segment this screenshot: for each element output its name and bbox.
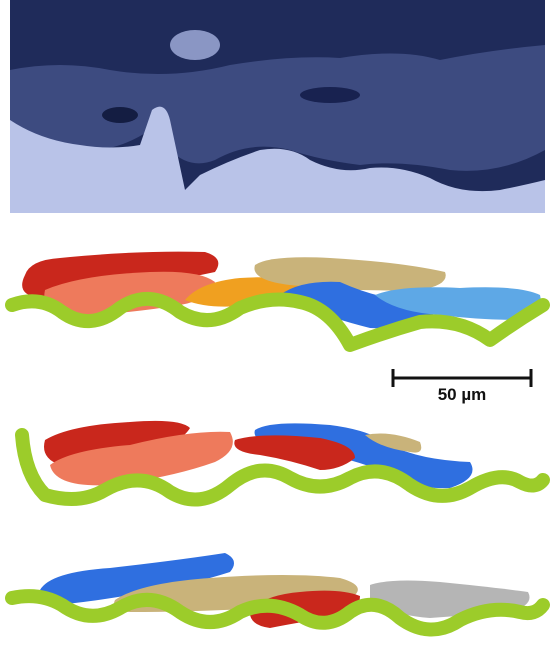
schematic-2	[22, 421, 543, 500]
void	[300, 87, 360, 103]
page: 50 µm (() => { const data = JSON.parse(d…	[0, 0, 554, 656]
micrograph	[10, 0, 545, 213]
scale-bar: 50 µm	[393, 369, 531, 404]
schematic-3	[12, 553, 543, 630]
scale-bar-label: 50 µm	[438, 385, 487, 404]
particle	[170, 30, 220, 60]
schematic-1	[12, 252, 543, 345]
void	[102, 107, 138, 123]
figure: 50 µm	[0, 0, 554, 656]
